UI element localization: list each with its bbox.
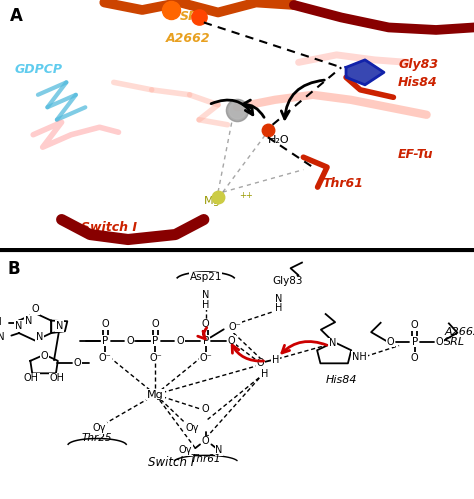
Text: P: P — [152, 335, 159, 346]
Text: A2662: A2662 — [444, 327, 474, 337]
Text: Thr25: Thr25 — [82, 433, 112, 443]
Text: Oγ: Oγ — [179, 445, 192, 455]
Polygon shape — [346, 60, 384, 85]
Text: O: O — [436, 336, 443, 346]
Text: N: N — [15, 321, 23, 331]
FancyArrowPatch shape — [243, 100, 264, 117]
Text: O: O — [74, 358, 82, 368]
Text: H: H — [274, 303, 282, 313]
Text: H: H — [261, 369, 268, 379]
Text: O: O — [386, 336, 394, 346]
FancyArrowPatch shape — [282, 341, 327, 353]
Text: N: N — [202, 290, 210, 300]
FancyArrowPatch shape — [211, 100, 253, 115]
FancyArrowPatch shape — [198, 328, 207, 339]
Text: O⁻: O⁻ — [99, 353, 111, 363]
Text: O⁻: O⁻ — [228, 322, 241, 332]
Text: O: O — [41, 350, 48, 361]
Text: O: O — [101, 319, 109, 329]
Text: Thr61: Thr61 — [191, 454, 221, 464]
Text: N: N — [215, 445, 223, 455]
Text: N: N — [274, 294, 282, 304]
Text: N: N — [328, 338, 336, 348]
Text: EF-Tu: EF-Tu — [398, 148, 434, 161]
Text: O: O — [152, 319, 159, 329]
Text: Switch I: Switch I — [148, 456, 195, 469]
Text: His84: His84 — [326, 375, 357, 385]
Text: A2662: A2662 — [166, 32, 210, 45]
Text: Gly83: Gly83 — [398, 58, 438, 71]
Text: Gly83: Gly83 — [273, 276, 303, 286]
Text: SRL: SRL — [180, 10, 207, 23]
Text: Thr61: Thr61 — [322, 177, 363, 190]
Text: OH: OH — [49, 373, 64, 383]
Text: O⁻: O⁻ — [149, 353, 162, 363]
Text: O: O — [126, 335, 134, 346]
Text: SRL: SRL — [444, 337, 465, 347]
Text: N: N — [36, 332, 44, 342]
Text: NH: NH — [352, 352, 367, 362]
Text: O: O — [257, 358, 264, 368]
FancyArrowPatch shape — [232, 345, 264, 361]
Text: GDPCP: GDPCP — [14, 63, 62, 76]
Text: HN: HN — [0, 317, 2, 327]
Text: O: O — [411, 320, 419, 330]
Text: OH: OH — [24, 373, 39, 383]
Text: ++: ++ — [239, 191, 253, 201]
Text: Asp21: Asp21 — [190, 272, 222, 282]
Text: Oγ: Oγ — [185, 423, 199, 433]
Text: O: O — [411, 353, 419, 363]
Text: N: N — [25, 315, 32, 326]
Text: H₂N: H₂N — [0, 332, 5, 342]
Text: His84: His84 — [398, 76, 438, 89]
Text: O⁻: O⁻ — [200, 353, 212, 363]
Text: O: O — [31, 304, 39, 314]
Text: O: O — [202, 404, 210, 414]
Text: Mg: Mg — [204, 196, 220, 206]
Text: N: N — [55, 321, 63, 331]
Text: O: O — [176, 335, 184, 346]
Text: O: O — [202, 319, 210, 329]
Text: P: P — [411, 336, 418, 346]
FancyArrowPatch shape — [281, 80, 324, 119]
Text: H: H — [202, 300, 210, 310]
Text: O: O — [202, 436, 210, 446]
Text: Switch I: Switch I — [81, 221, 137, 234]
Text: A: A — [9, 7, 22, 25]
Text: H: H — [272, 355, 280, 365]
Text: P: P — [202, 335, 209, 346]
Text: H₂O: H₂O — [268, 135, 290, 145]
Text: Mg: Mg — [147, 390, 164, 400]
Text: O: O — [228, 335, 236, 346]
Text: P: P — [102, 335, 109, 346]
Text: B: B — [7, 260, 20, 278]
Text: Oγ: Oγ — [93, 423, 106, 433]
